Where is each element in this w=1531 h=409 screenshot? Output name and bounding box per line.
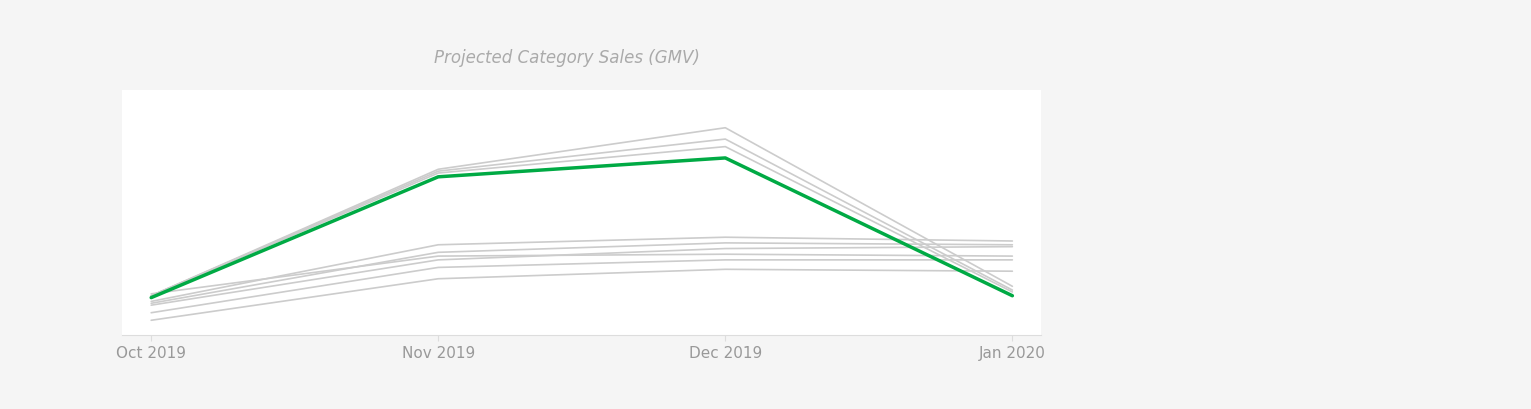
Text: Projected Category Sales (GMV): Projected Category Sales (GMV): [433, 49, 700, 67]
